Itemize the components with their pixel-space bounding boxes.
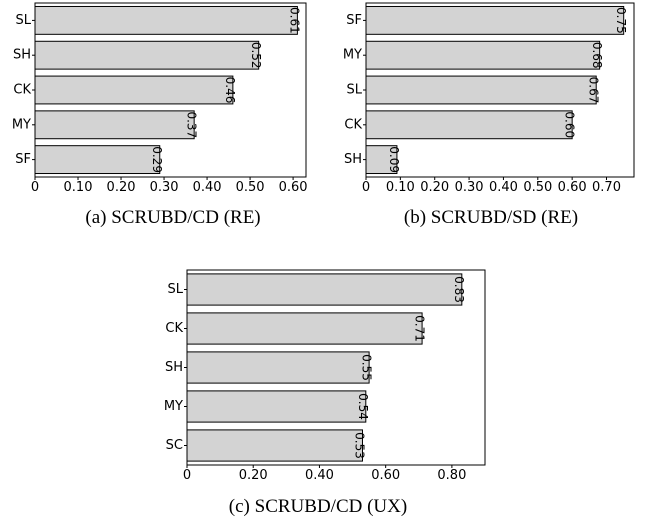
xtick-label: 0.60	[279, 180, 308, 195]
chart-panel-c: SL 0.83 CK 0.71 SH 0.55 MY 0.54 SC 0.53 0 0.20 0.40 0…	[164, 269, 486, 483]
xtick-label: 0.60	[371, 468, 400, 483]
ytick-label-sh: SH	[165, 360, 183, 375]
value-label-sh: 0.55	[359, 354, 373, 381]
caption-c-tail: (UX)	[362, 496, 408, 517]
axes-frame	[34, 2, 307, 178]
caption-a-label: (a)	[85, 207, 107, 228]
bar-sl	[365, 75, 597, 105]
value-label-my: 0.54	[356, 393, 370, 420]
xtick-label: 0.40	[193, 180, 222, 195]
value-label-sh: 0.09	[387, 146, 401, 173]
xtick-label: 0	[362, 180, 370, 195]
xtick-label: 0.10	[386, 180, 415, 195]
bar-sl	[186, 273, 463, 306]
xtick-label: 0.30	[150, 180, 179, 195]
xtick-label: 0.30	[455, 180, 484, 195]
value-label-sl: 0.61	[288, 7, 302, 34]
caption-a: (a) SCRUBD/CD (RE)	[85, 207, 260, 229]
caption-b-tail: (RE)	[536, 207, 579, 228]
value-label-my: 0.37	[184, 111, 198, 138]
bar-sh	[34, 40, 260, 70]
caption-a-tail: (RE)	[218, 207, 261, 228]
xtick-label: 0.60	[558, 180, 587, 195]
xtick-label: 0.50	[523, 180, 552, 195]
caption-b-label: (b)	[403, 207, 427, 228]
xtick-label: 0.20	[420, 180, 449, 195]
bar-my	[186, 390, 367, 423]
xtick-label: 0	[183, 468, 191, 483]
ytick-label-sh: SH	[344, 152, 362, 167]
caption-c-sc: CD	[335, 496, 363, 517]
ytick-label-ck: CK	[165, 321, 183, 336]
value-label-sf: 0.29	[150, 146, 164, 173]
value-label-sf: 0.75	[614, 7, 628, 34]
xtick-label: 0.20	[107, 180, 136, 195]
bar-ck	[365, 110, 573, 140]
ytick-label-my: MY	[343, 48, 362, 63]
bar-sl	[34, 5, 298, 35]
value-label-ck: 0.46	[223, 77, 237, 104]
ytick-label-sl: SL	[168, 282, 184, 297]
axes-frame	[186, 269, 486, 466]
value-label-sl: 0.67	[586, 77, 600, 104]
caption-c: (c) SCRUBD/CD (UX)	[229, 496, 407, 518]
bar-ck	[34, 75, 234, 105]
bar-sc	[186, 429, 363, 462]
xtick-label: 0.80	[437, 468, 466, 483]
ytick-label-sf: SF	[15, 152, 31, 167]
axes-frame	[365, 2, 635, 178]
value-label-sl: 0.83	[452, 276, 466, 303]
bar-sh	[365, 145, 398, 175]
ytick-label-sf: SF	[346, 13, 362, 28]
bar-my	[365, 40, 601, 70]
caption-a-main: SCRUBD/	[111, 207, 193, 228]
ytick-label-my: MY	[12, 117, 31, 132]
ytick-label-ck: CK	[13, 83, 31, 98]
value-label-sh: 0.52	[249, 42, 263, 69]
ytick-label-my: MY	[164, 399, 183, 414]
bar-ck	[186, 312, 423, 345]
xtick-label: 0.40	[305, 468, 334, 483]
xtick-label: 0.10	[64, 180, 93, 195]
xtick-label: 0.40	[489, 180, 518, 195]
ytick-label-sh: SH	[13, 48, 31, 63]
ytick-label-sc: SC	[166, 438, 183, 453]
xtick-label: 0.20	[239, 468, 268, 483]
value-label-ck: 0.71	[412, 315, 426, 342]
bar-my	[34, 110, 195, 140]
chart-panel-a: SL 0.61 SH 0.52 CK 0.46 MY 0.37 SF 0.29 0 0.10 0.20 0…	[12, 2, 308, 195]
bar-sh	[186, 351, 370, 384]
xtick-label: 0.70	[592, 180, 621, 195]
ytick-label-sl: SL	[347, 83, 363, 98]
xtick-label: 0	[31, 180, 39, 195]
value-label-my: 0.68	[590, 42, 604, 69]
caption-b-main: SCRUBD/	[430, 207, 513, 228]
value-label-ck: 0.60	[562, 111, 576, 138]
bar-sf	[34, 145, 161, 175]
caption-c-main: SCRUBD/	[254, 496, 336, 517]
value-label-sc: 0.53	[353, 432, 367, 459]
xtick-label: 0.50	[236, 180, 265, 195]
chart-panel-b: SF 0.75 MY 0.68 SL 0.67 CK 0.60 SH 0.09 0 0.10 0.20 0…	[343, 2, 635, 195]
caption-b-sc: SD	[512, 207, 537, 228]
ytick-label-sl: SL	[16, 13, 32, 28]
caption-a-sc: CD	[192, 207, 219, 228]
ytick-label-ck: CK	[344, 117, 362, 132]
caption-c-label: (c)	[228, 496, 250, 517]
bar-sf	[365, 5, 625, 35]
caption-b: (b) SCRUBD/SD (RE)	[404, 207, 578, 229]
